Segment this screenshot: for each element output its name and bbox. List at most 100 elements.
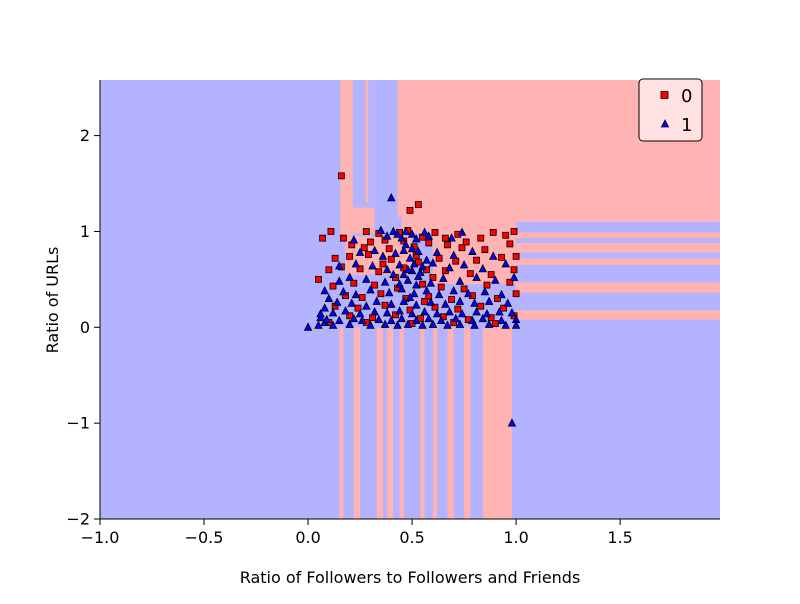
point-class-0 bbox=[429, 274, 437, 281]
legend-marker-class-0 bbox=[660, 91, 669, 99]
point-class-1 bbox=[349, 235, 359, 244]
point-class-1 bbox=[403, 275, 413, 284]
point-class-1 bbox=[393, 320, 402, 329]
x-tick-label: 0.5 bbox=[399, 528, 424, 547]
point-class-1 bbox=[376, 225, 386, 234]
point-class-1 bbox=[420, 307, 429, 316]
point-class-1 bbox=[449, 250, 458, 259]
point-class-1 bbox=[345, 272, 354, 281]
point-class-1 bbox=[428, 319, 438, 328]
point-class-1 bbox=[407, 229, 417, 238]
x-tick-label: −1.0 bbox=[81, 528, 120, 547]
point-class-0 bbox=[506, 240, 514, 248]
point-class-0 bbox=[444, 241, 451, 249]
point-class-0 bbox=[477, 234, 485, 242]
point-class-1 bbox=[387, 299, 396, 308]
point-class-0 bbox=[379, 260, 387, 268]
point-class-1 bbox=[470, 320, 479, 329]
point-class-1 bbox=[366, 285, 375, 294]
region-class-0 bbox=[516, 242, 720, 253]
point-class-0 bbox=[506, 278, 514, 286]
point-class-0 bbox=[337, 172, 345, 180]
point-class-0 bbox=[350, 279, 358, 287]
region-class-0 bbox=[365, 80, 369, 203]
point-class-0 bbox=[473, 256, 480, 264]
point-class-1 bbox=[314, 320, 323, 329]
point-class-1 bbox=[455, 276, 465, 285]
x-tick-label: 1.5 bbox=[607, 528, 632, 547]
point-class-0 bbox=[387, 255, 395, 263]
point-class-1 bbox=[403, 264, 413, 274]
point-class-1 bbox=[409, 259, 419, 268]
point-class-1 bbox=[424, 313, 433, 323]
point-class-1 bbox=[424, 231, 433, 240]
point-class-0 bbox=[385, 245, 393, 253]
point-class-0 bbox=[512, 290, 520, 298]
point-class-1 bbox=[414, 246, 423, 255]
point-class-1 bbox=[441, 299, 450, 308]
point-class-0 bbox=[435, 254, 443, 262]
point-class-1 bbox=[451, 313, 461, 323]
point-class-1 bbox=[428, 258, 438, 267]
point-class-1 bbox=[497, 289, 506, 299]
point-class-1 bbox=[403, 319, 413, 328]
point-class-1 bbox=[478, 313, 488, 323]
point-class-0 bbox=[487, 271, 495, 278]
legend-box bbox=[638, 78, 703, 142]
point-class-0 bbox=[414, 201, 422, 209]
point-class-0 bbox=[377, 290, 385, 298]
point-class-0 bbox=[360, 244, 368, 252]
legend-label: 0 bbox=[681, 86, 692, 107]
point-class-1 bbox=[328, 320, 338, 329]
point-class-1 bbox=[405, 292, 415, 301]
point-class-1 bbox=[389, 226, 398, 235]
point-class-0 bbox=[371, 281, 379, 289]
point-class-0 bbox=[452, 257, 460, 265]
point-class-1 bbox=[382, 264, 392, 274]
point-class-1 bbox=[370, 245, 379, 255]
point-class-0 bbox=[454, 305, 462, 313]
point-class-1 bbox=[399, 296, 409, 305]
point-class-1 bbox=[445, 262, 454, 272]
point-class-1 bbox=[395, 260, 404, 269]
point-class-1 bbox=[407, 243, 417, 253]
region-class-0 bbox=[516, 310, 720, 320]
region-class-0 bbox=[432, 327, 438, 519]
point-class-1 bbox=[509, 272, 519, 281]
point-class-0 bbox=[331, 254, 339, 262]
y-tick-label: 1 bbox=[80, 222, 90, 241]
point-class-1 bbox=[320, 303, 329, 312]
point-class-1 bbox=[501, 320, 510, 329]
point-class-0 bbox=[419, 280, 426, 288]
point-class-1 bbox=[436, 315, 446, 324]
point-class-1 bbox=[422, 285, 431, 295]
point-class-1 bbox=[335, 261, 344, 270]
x-tick-label: 0.0 bbox=[295, 528, 320, 547]
point-class-1 bbox=[351, 289, 361, 299]
y-axis-label: Ratio of URLs bbox=[43, 247, 62, 354]
scatter-points bbox=[303, 172, 521, 427]
point-class-0 bbox=[441, 234, 449, 242]
point-class-0 bbox=[354, 304, 362, 312]
region-class-0 bbox=[516, 217, 720, 222]
point-class-1 bbox=[409, 288, 419, 298]
point-class-0 bbox=[315, 275, 322, 283]
point-class-0 bbox=[487, 314, 495, 322]
point-class-1 bbox=[397, 233, 406, 242]
point-class-1 bbox=[411, 234, 421, 243]
point-class-0 bbox=[458, 244, 466, 252]
point-class-1 bbox=[507, 418, 517, 427]
point-class-1 bbox=[443, 320, 452, 329]
point-class-1 bbox=[332, 297, 342, 306]
point-class-0 bbox=[493, 295, 501, 302]
point-class-0 bbox=[425, 239, 433, 247]
point-class-1 bbox=[434, 289, 444, 299]
point-class-0 bbox=[448, 296, 456, 303]
point-class-1 bbox=[439, 273, 448, 282]
region-class-0 bbox=[482, 327, 512, 519]
y-tick-label: 0 bbox=[80, 318, 90, 337]
x-tick-label: −0.5 bbox=[185, 528, 224, 547]
point-class-1 bbox=[445, 307, 454, 316]
